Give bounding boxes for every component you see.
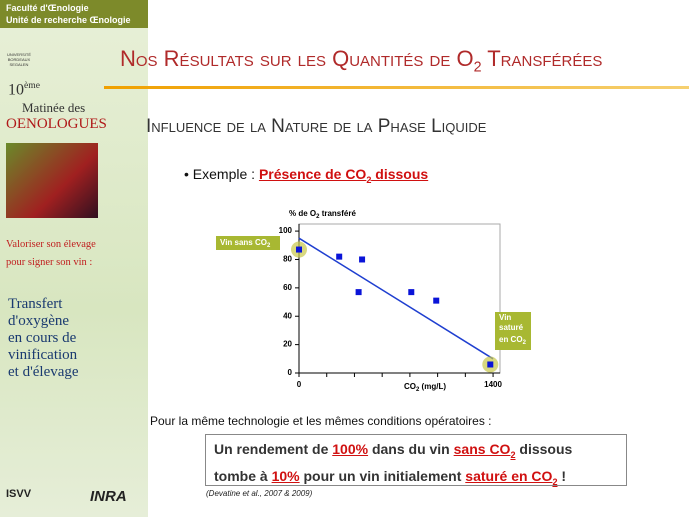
axis-label-part: 2 bbox=[316, 214, 320, 220]
y-tick-label: 0 bbox=[288, 368, 293, 377]
topic-line: vinification bbox=[8, 347, 78, 363]
y-tick-label: 60 bbox=[283, 283, 292, 292]
title-2: 2 bbox=[473, 59, 482, 76]
trendline bbox=[298, 237, 494, 360]
point bbox=[336, 253, 343, 260]
point bbox=[359, 256, 366, 263]
bullet-2: Présence de CO2 dissous bbox=[258, 166, 429, 185]
annotation: saturé bbox=[499, 323, 524, 332]
tagline-2: pour signer son vin : bbox=[6, 257, 93, 268]
annotation-box bbox=[216, 236, 280, 250]
plot-frame bbox=[298, 223, 501, 374]
title-3: Transférées bbox=[481, 46, 603, 71]
y-tick-label: 40 bbox=[283, 311, 292, 320]
grape-image bbox=[6, 143, 98, 218]
topic: Transfert d'oxygène en cours de vinificatio… bbox=[8, 296, 79, 381]
title: Nos Résultats sur les Quantités de O2 Tr… bbox=[120, 46, 602, 75]
conclusion: Pour la même technologie et les mêmes co… bbox=[150, 414, 492, 428]
topic-line: d'oxygène bbox=[8, 313, 70, 329]
title-rule bbox=[104, 86, 689, 89]
text-run: tombe à bbox=[214, 467, 272, 484]
text-run: ! bbox=[557, 467, 567, 484]
edition: 10ème bbox=[8, 80, 40, 99]
result-box: Un rendement de 100% dans du vin sans CO… bbox=[205, 434, 627, 487]
bullet-2a: Présence de CO bbox=[258, 166, 367, 182]
y-tick-label: 80 bbox=[283, 255, 292, 264]
bullet: • Exemple : Présence de CO2 dissous bbox=[184, 166, 429, 185]
event-2: OENOLOGUES bbox=[6, 116, 107, 132]
annotation: Vin sans CO2 bbox=[220, 238, 271, 248]
emphasis: 2 bbox=[552, 476, 558, 487]
annotation-box bbox=[495, 312, 531, 350]
box-line: Un rendement de 100% dans du vin sans CO… bbox=[214, 439, 618, 466]
unit: Unité de recherche Œnologie bbox=[6, 15, 131, 25]
axis-label: CO2 (mg/L) bbox=[404, 382, 446, 392]
axis-label-part: transféré bbox=[319, 209, 356, 218]
y-tick-label: 20 bbox=[283, 340, 292, 349]
topic-line: en cours de bbox=[8, 330, 77, 346]
university: UNIVERSITÉ BORDEAUX SEGALEN bbox=[6, 52, 31, 67]
subtitle: Influence de la Nature de la Phase Liqui… bbox=[146, 116, 487, 137]
point bbox=[487, 361, 494, 368]
annotation: Vin bbox=[499, 313, 511, 322]
annotation-part: 2 bbox=[523, 340, 527, 346]
annotation-part: en CO bbox=[499, 335, 523, 344]
annotation: en CO2 bbox=[499, 335, 527, 345]
emphasis: 100% bbox=[332, 441, 369, 457]
point bbox=[408, 289, 415, 296]
header-bar: Faculté d'Œnologie Unité de recherche Œn… bbox=[0, 0, 148, 28]
logo-inra: INRA bbox=[90, 488, 127, 505]
point bbox=[433, 297, 440, 304]
bullet-2b: 2 bbox=[366, 174, 372, 185]
logo-isvv: ISVV bbox=[6, 488, 32, 500]
bullet-2c: dissous bbox=[371, 166, 429, 182]
axis-label-part: CO bbox=[404, 382, 416, 391]
title-1: Nos Résultats sur les Quantités de O bbox=[120, 46, 474, 71]
annotation-part: Vin sans CO bbox=[220, 238, 267, 247]
emphasis: 2 bbox=[510, 449, 516, 460]
point bbox=[296, 246, 302, 253]
edition-num: 10 bbox=[8, 81, 24, 99]
y-tick-label: 100 bbox=[279, 226, 293, 235]
event-1: Matinée des bbox=[22, 100, 86, 115]
faculty: Faculté d'Œnologie bbox=[6, 3, 89, 13]
emphasis: sans CO bbox=[453, 441, 511, 457]
annotation-part: 2 bbox=[267, 243, 271, 249]
tagline-1: Valoriser son élevage bbox=[6, 239, 96, 250]
bullet-1: Exemple : bbox=[192, 166, 259, 182]
text-run: pour un vin initialement bbox=[299, 467, 466, 484]
text-run: dans du vin bbox=[368, 441, 454, 457]
text-run: dissous bbox=[515, 441, 573, 457]
box-line: tombe à 10% pour un vin initialement sat… bbox=[214, 466, 618, 493]
citation: (Devatine et al., 2007 & 2009) bbox=[206, 489, 313, 498]
point bbox=[355, 289, 362, 296]
text-run: Un rendement de bbox=[214, 441, 333, 457]
axis-label-part: (mg/L) bbox=[419, 382, 446, 391]
x-tick-label: 0 bbox=[297, 380, 302, 389]
topic-line: Transfert bbox=[8, 296, 63, 312]
edition-sup: ème bbox=[24, 80, 40, 91]
tagline: Valoriser son élevage pour signer son vin… bbox=[6, 236, 96, 272]
axis-label-part: % de O bbox=[289, 209, 316, 218]
topic-line: et d'élevage bbox=[8, 364, 79, 380]
emphasis: 10% bbox=[271, 467, 300, 484]
axis-label-part: 2 bbox=[416, 387, 420, 393]
x-tick-label: 1400 bbox=[484, 380, 502, 389]
emphasis: saturé en CO bbox=[465, 467, 553, 484]
axis-label: % de O2 transféré bbox=[289, 209, 356, 219]
